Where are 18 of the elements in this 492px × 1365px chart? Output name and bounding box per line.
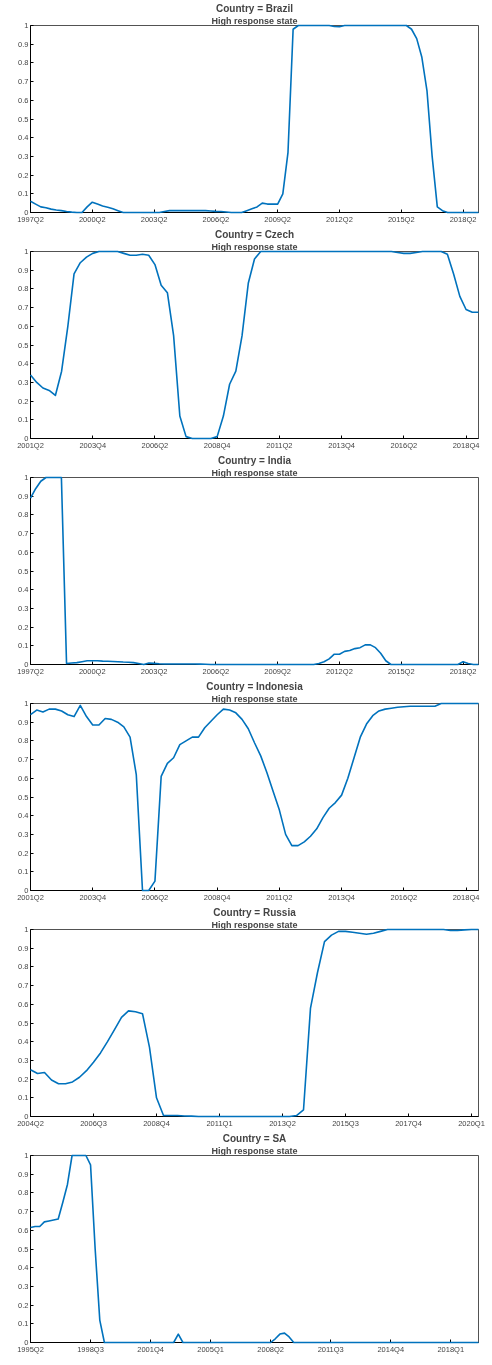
- line-series: [29, 250, 480, 440]
- line-series: [29, 476, 480, 666]
- line-series: [29, 702, 480, 892]
- chart-title: Country = Indonesia: [206, 680, 304, 692]
- chart-subtitle: High response state: [211, 693, 298, 704]
- chart-title: Country = Brazil: [216, 2, 294, 14]
- line-series: [29, 24, 480, 214]
- chart-title: Country = SA: [222, 1132, 287, 1144]
- chart-subtitle: High response state: [211, 919, 298, 930]
- chart-subtitle: High response state: [211, 467, 298, 478]
- chart-title: Country = Czech: [214, 228, 295, 240]
- line-series: [29, 1154, 480, 1344]
- line-series: [29, 928, 480, 1118]
- chart-subtitle: High response state: [211, 241, 298, 252]
- chart-subtitle: High response state: [211, 1145, 298, 1156]
- chart-title: Country = India: [217, 454, 292, 466]
- chart-subtitle: High response state: [211, 15, 298, 26]
- chart-title: Country = Russia: [213, 906, 297, 918]
